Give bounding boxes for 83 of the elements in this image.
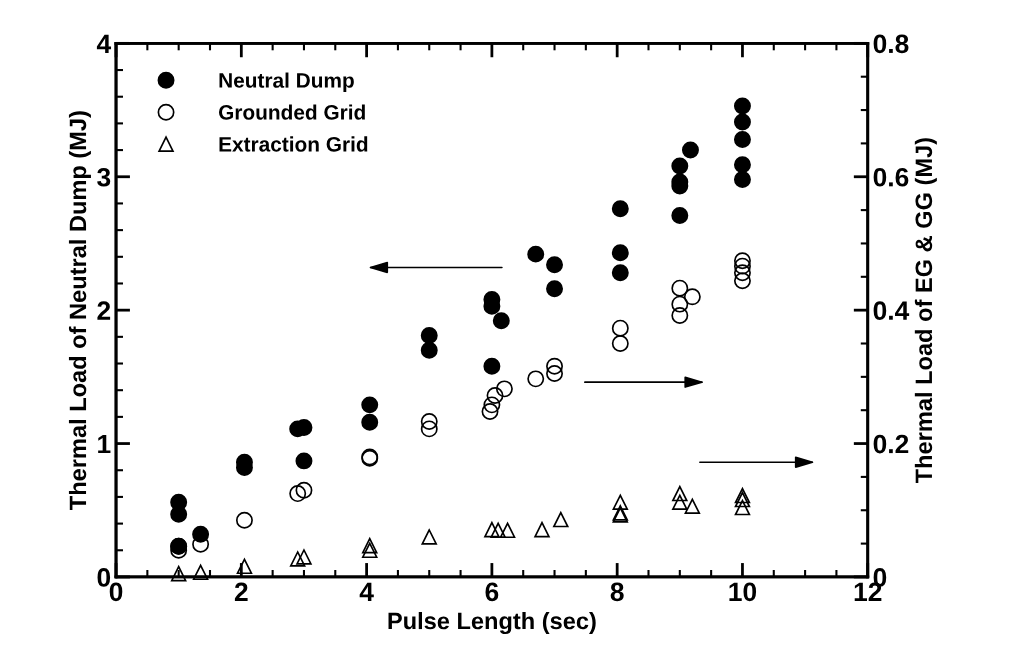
point [733,97,751,115]
point [671,157,689,175]
point [734,491,751,508]
y-tick-label: 0 [97,568,111,587]
point [481,403,499,421]
point [611,335,629,352]
legend-label: Grounded Grid [218,104,365,120]
point [553,511,569,528]
point [672,494,688,511]
point [289,485,307,503]
point [361,537,378,554]
point [671,307,689,324]
point [420,413,438,431]
point [534,521,550,538]
point [733,156,751,174]
point [236,558,253,575]
point [684,498,701,515]
point [733,252,751,270]
point [420,420,438,438]
x-tick-label: 2 [234,582,248,601]
point [671,206,689,224]
point [490,522,506,539]
point [420,341,438,359]
point [483,396,501,414]
y-tick-label: 3 [97,167,111,187]
point [681,141,699,159]
point [295,481,313,499]
point [495,380,513,398]
y2-tick-label: 0.6 [873,167,909,187]
point [671,295,689,313]
point [192,564,209,581]
x-tick-label: 4 [359,582,374,601]
point [546,357,564,375]
point [733,272,751,290]
point [734,487,751,504]
point [671,279,689,297]
point [733,264,751,282]
point [672,485,688,502]
point [361,396,379,414]
point [235,511,253,529]
y-tick-label: 1 [98,434,111,454]
point [289,551,306,567]
point [546,280,564,298]
point [733,170,751,188]
point [612,494,629,511]
point [527,245,545,263]
point [484,521,500,538]
point [483,357,501,375]
point [296,549,312,565]
y-tick-label: 4 [96,34,112,53]
point [611,200,629,218]
point [683,288,701,306]
point [611,244,629,262]
y2-tick-label: 0.2 [873,434,909,454]
point [499,522,516,539]
legend-label: Extraction Grid [219,136,368,152]
y-axis-title: Thermal Load of Neutral Dump (MJ) [68,111,91,510]
x-tick-label: 10 [729,582,757,602]
point [733,257,751,275]
point [486,387,504,405]
point [733,113,751,131]
point [546,256,564,274]
x-tick-label: 6 [485,582,499,602]
point [295,452,313,470]
point [361,542,378,559]
legend-label: Neutral Dump [219,72,354,92]
point [421,529,438,545]
point [611,319,629,337]
point [527,370,545,388]
point [170,565,187,582]
point [492,312,510,330]
point [361,413,379,431]
x-tick-label: 8 [610,582,624,602]
y2-tick-label: 0.4 [873,301,910,320]
point [733,130,751,148]
point [611,264,629,282]
point [546,365,564,382]
x-axis-title: Pulse Length (sec) [388,611,596,635]
y2-axis-title: Thermal Load of EG & GG (MJ) [914,138,937,484]
point [420,327,438,344]
point [734,499,751,516]
y-tick-label: 2 [97,301,111,320]
y2-tick-label: 0.8 [873,34,909,54]
